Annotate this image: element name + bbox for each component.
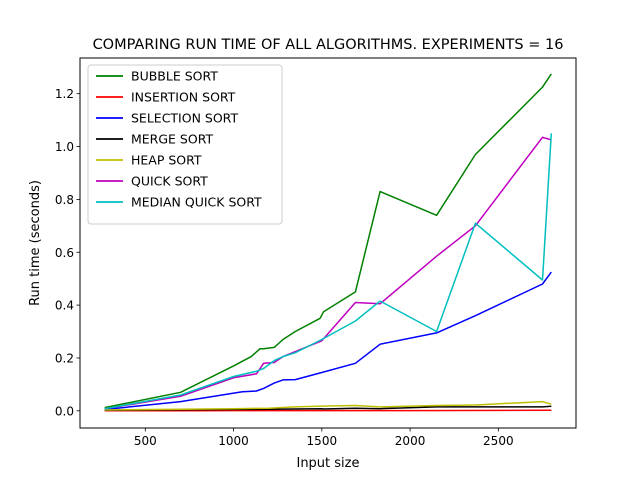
legend-label-1: INSERTION SORT (131, 90, 236, 105)
x-tick-label: 2500 (483, 434, 514, 448)
x-tick-label: 1500 (307, 434, 338, 448)
legend-label-2: SELECTION SORT (131, 111, 238, 126)
x-axis-label: Input size (296, 456, 359, 471)
legend-label-3: MERGE SORT (131, 132, 213, 147)
plot-lines (104, 73, 553, 412)
y-tick-label: 0.0 (55, 404, 74, 418)
legend-box (87, 64, 283, 225)
y-axis-label: Run time (seconds) (28, 180, 43, 306)
y-tick-label: 1.0 (55, 140, 74, 154)
plot-area-frame (79, 57, 577, 429)
y-axis-ticks: 0.0 0.2 0.4 0.6 0.8 1.0 1.2 (55, 87, 80, 418)
y-tick-label: 1.2 (55, 87, 74, 101)
chart-title: COMPARING RUN TIME OF ALL ALGORITHMS. EX… (93, 37, 564, 53)
series-line-0 (104, 73, 552, 409)
legend: BUBBLE SORT INSERTION SORT SELECTION SORT M… (87, 64, 283, 225)
x-tick-label: 1000 (218, 434, 249, 448)
series-line-4 (104, 400, 552, 411)
x-axis-ticks: 500 1000 1500 2000 2500 (134, 428, 514, 448)
y-tick-label: 0.4 (55, 299, 74, 313)
legend-label-6: MEDIAN QUICK SORT (131, 195, 262, 210)
y-tick-label: 0.2 (55, 351, 74, 365)
legend-label-5: QUICK SORT (131, 174, 208, 189)
series-line-1 (104, 409, 552, 412)
series-line-6 (104, 133, 553, 410)
x-tick-label: 500 (134, 434, 157, 448)
series-line-3 (104, 405, 552, 412)
legend-label-0: BUBBLE SORT (131, 69, 218, 84)
x-tick-label: 2000 (395, 434, 426, 448)
y-tick-label: 0.8 (55, 193, 74, 207)
legend-label-4: HEAP SORT (131, 153, 202, 168)
series-line-2 (104, 271, 552, 411)
y-tick-label: 0.6 (55, 246, 74, 260)
